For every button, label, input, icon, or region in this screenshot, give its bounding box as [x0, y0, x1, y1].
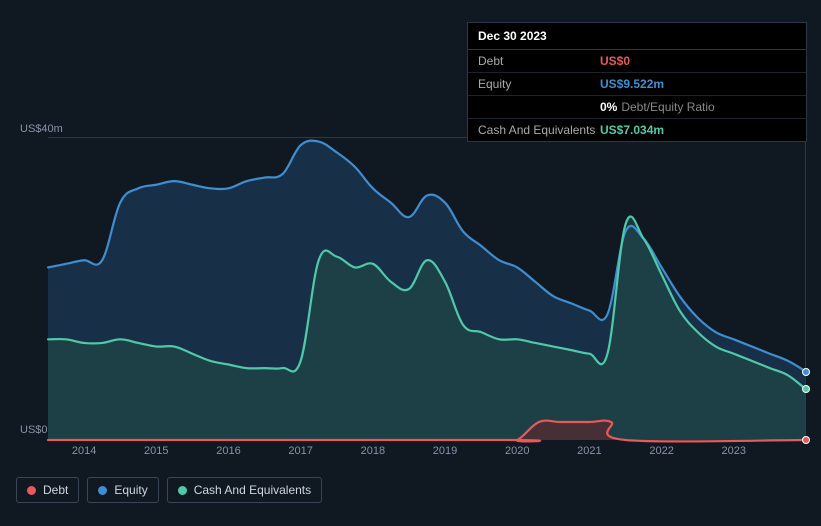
legend-item-equity[interactable]: Equity: [87, 477, 158, 503]
chart-tooltip: Dec 30 2023 Debt US$0 Equity US$9.522m 0…: [467, 22, 807, 142]
x-tick-label: 2022: [649, 445, 673, 457]
equity-swatch: [98, 486, 107, 495]
chart-svg: [48, 138, 806, 440]
legend-label: Debt: [43, 483, 68, 497]
tooltip-value: US$7.034m: [600, 123, 664, 137]
y-axis-label-max: US$40m: [20, 123, 63, 135]
x-axis: 2014 2015 2016 2017 2018 2019 2020 2021 2022 2023: [48, 445, 806, 465]
tooltip-row-ratio: 0% Debt/Equity Ratio: [468, 96, 806, 119]
tooltip-row-debt: Debt US$0: [468, 50, 806, 73]
legend-label: Cash And Equivalents: [194, 483, 311, 497]
x-tick-label: 2015: [144, 445, 168, 457]
x-tick-label: 2017: [288, 445, 312, 457]
legend-label: Equity: [114, 483, 147, 497]
x-tick-label: 2016: [216, 445, 240, 457]
tooltip-ratio-label: Debt/Equity Ratio: [621, 100, 714, 114]
series-marker: [802, 436, 810, 444]
tooltip-ratio-pct: 0%: [600, 100, 617, 114]
debt-swatch: [27, 486, 36, 495]
tooltip-value: US$9.522m: [600, 77, 664, 91]
x-tick-label: 2023: [722, 445, 746, 457]
x-tick-label: 2020: [505, 445, 529, 457]
tooltip-date: Dec 30 2023: [468, 23, 806, 50]
cash-swatch: [178, 486, 187, 495]
tooltip-row-equity: Equity US$9.522m: [468, 73, 806, 96]
x-tick-label: 2018: [361, 445, 385, 457]
y-axis-label-min: US$0: [20, 424, 48, 436]
tooltip-row-cash: Cash And Equivalents US$7.034m: [468, 119, 806, 141]
series-marker: [802, 385, 810, 393]
legend: Debt Equity Cash And Equivalents: [16, 477, 322, 503]
tooltip-label: Cash And Equivalents: [478, 123, 600, 137]
legend-item-cash[interactable]: Cash And Equivalents: [167, 477, 322, 503]
tooltip-label: Debt: [478, 54, 600, 68]
series-marker: [802, 368, 810, 376]
x-tick-label: 2021: [577, 445, 601, 457]
tooltip-label: Equity: [478, 77, 600, 91]
tooltip-label: [478, 100, 600, 114]
chart-container: US$40m US$0 2014 2015 2016 2017 2018 2019 2020…: [16, 125, 806, 480]
x-tick-label: 2019: [433, 445, 457, 457]
legend-item-debt[interactable]: Debt: [16, 477, 79, 503]
tooltip-value: US$0: [600, 54, 630, 68]
x-tick-label: 2014: [72, 445, 96, 457]
plot-area[interactable]: [48, 137, 806, 439]
